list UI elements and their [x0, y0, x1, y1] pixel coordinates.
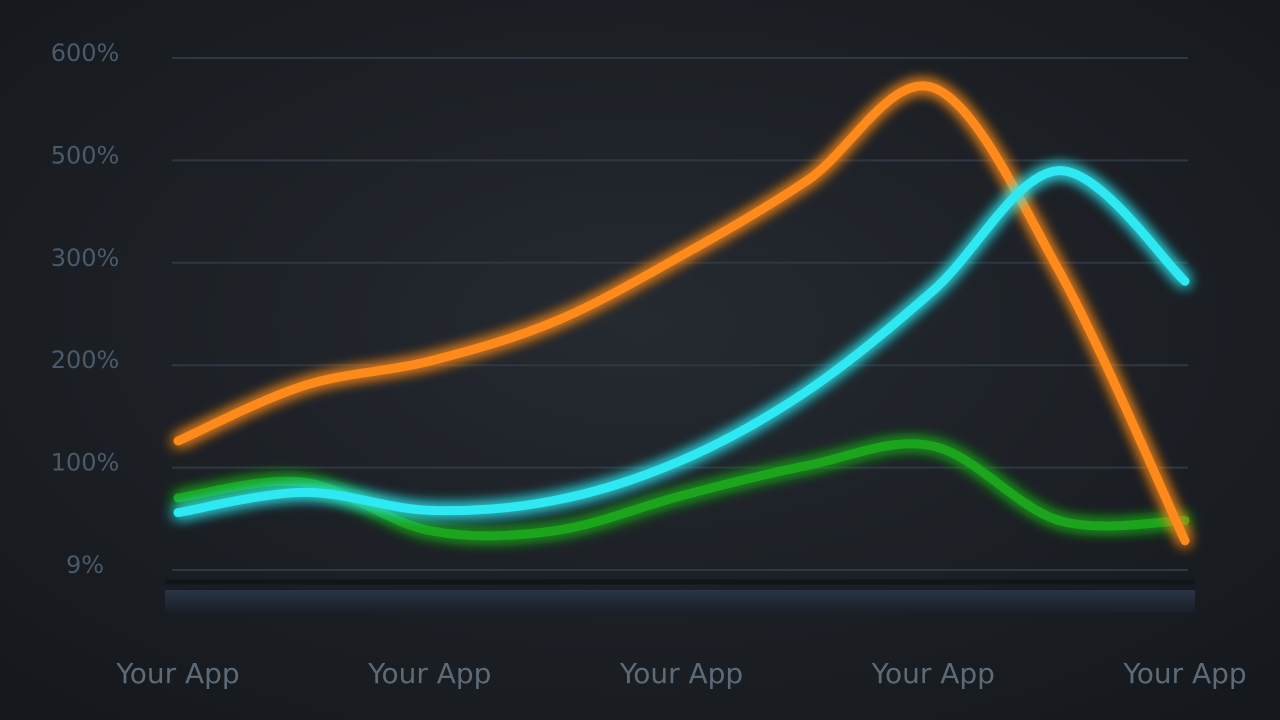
- data-line: [173, 166, 1190, 518]
- x-tick-label: Your App: [115, 657, 239, 690]
- x-tick-label: Your App: [367, 657, 491, 690]
- y-tick-label: 600%: [51, 39, 120, 67]
- y-tick-label: 500%: [51, 141, 120, 169]
- data-line: [173, 81, 1190, 546]
- y-tick-label: 300%: [51, 244, 120, 272]
- y-tick-label: 200%: [51, 346, 120, 374]
- x-tick-label: Your App: [871, 657, 995, 690]
- y-tick-label: 100%: [51, 449, 120, 477]
- floor-band: [165, 590, 1195, 612]
- x-tick-label: Your App: [619, 657, 743, 690]
- y-tick-label: 9%: [66, 551, 104, 579]
- x-tick-label: Your App: [1122, 657, 1246, 690]
